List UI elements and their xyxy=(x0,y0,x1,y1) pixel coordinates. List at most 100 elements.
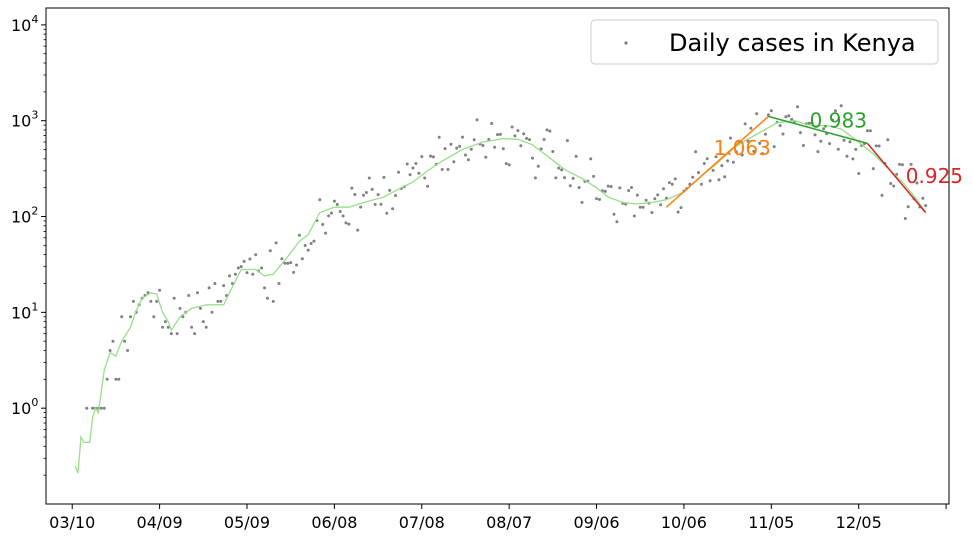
scatter-point xyxy=(801,144,805,147)
scatter-point xyxy=(263,286,266,290)
scatter-point xyxy=(484,155,488,159)
scatter-point xyxy=(382,175,386,179)
x-tick-label: 03/10 xyxy=(49,513,95,532)
legend-box xyxy=(590,19,939,65)
scatter-point xyxy=(563,176,566,180)
scatter-point xyxy=(330,211,333,215)
scatter-series xyxy=(85,104,928,410)
scatter-point xyxy=(545,128,549,132)
scatter-point xyxy=(627,189,631,192)
scatter-point xyxy=(595,197,598,201)
growth-fit-line xyxy=(768,115,868,145)
plot-area xyxy=(45,7,950,505)
scatter-point xyxy=(210,310,214,314)
scatter-point xyxy=(740,153,744,157)
scatter-point xyxy=(318,198,322,202)
scatter-point xyxy=(332,199,336,203)
scatter-point xyxy=(85,406,89,410)
scatter-point xyxy=(915,181,919,185)
scatter-point xyxy=(921,196,925,200)
scatter-point xyxy=(798,131,802,135)
scatter-point xyxy=(784,115,788,119)
scatter-point xyxy=(813,133,817,137)
y-axis: 100 101 102 103 104 xyxy=(11,13,46,476)
scatter-point xyxy=(297,233,301,237)
scatter-point xyxy=(810,121,814,125)
scatter-point xyxy=(359,205,363,209)
scatter-point xyxy=(161,325,164,329)
legend-label: Daily cases in Kenya xyxy=(669,29,916,57)
scatter-point xyxy=(796,105,799,109)
scatter-point xyxy=(877,144,881,148)
scatter-point xyxy=(632,214,636,218)
x-axis: 03/10 04/09 05/09 06/08 07/08 08/07 09/06 10/06… xyxy=(49,504,947,532)
y-tick-label: 103 xyxy=(11,109,38,131)
scatter-point xyxy=(356,228,360,232)
scatter-point xyxy=(312,239,316,243)
scatter-point xyxy=(766,113,770,117)
scatter-point xyxy=(679,206,683,210)
scatter-point xyxy=(726,159,730,163)
scatter-point xyxy=(405,162,409,166)
scatter-point xyxy=(691,175,695,179)
scatter-point xyxy=(283,261,287,265)
scatter-point xyxy=(924,204,928,208)
scatter-point xyxy=(126,349,130,352)
scatter-point xyxy=(469,147,473,151)
scatter-point xyxy=(705,157,709,161)
scatter-point xyxy=(178,306,182,310)
scatter-point xyxy=(341,214,345,218)
x-tick-label: 11/05 xyxy=(748,513,794,532)
scatter-point xyxy=(379,202,383,206)
scatter-point xyxy=(335,203,339,206)
scatter-point xyxy=(670,182,674,186)
scatter-point xyxy=(662,187,665,191)
scatter-point xyxy=(344,221,348,225)
scatter-point xyxy=(714,155,718,159)
scatter-point xyxy=(865,129,869,133)
scatter-point xyxy=(175,332,179,336)
scatter-point xyxy=(260,266,264,270)
scatter-point xyxy=(615,220,619,224)
scatter-point xyxy=(525,136,529,140)
scatter-point xyxy=(717,178,721,182)
scatter-point xyxy=(490,122,494,125)
scatter-point xyxy=(391,207,395,211)
scatter-point xyxy=(746,139,750,143)
scatter-point xyxy=(542,138,546,141)
scatter-point xyxy=(475,118,479,122)
scatter-point xyxy=(248,257,252,261)
x-tick-label: 10/06 xyxy=(661,513,707,532)
scatter-point xyxy=(198,306,202,310)
scatter-point xyxy=(571,176,575,180)
scatter-point xyxy=(286,261,290,265)
scatter-point xyxy=(868,129,872,133)
scatter-point xyxy=(163,320,167,324)
scatter-point xyxy=(513,134,517,138)
scatter-point xyxy=(455,146,459,150)
scatter-point xyxy=(752,149,756,153)
scatter-point xyxy=(458,144,462,148)
scatter-point xyxy=(697,171,700,175)
scatter-point xyxy=(781,132,785,136)
scatter-point xyxy=(577,186,581,189)
scatter-point xyxy=(833,109,837,113)
x-tick-label: 12/05 xyxy=(836,513,882,532)
y-tick-label: 102 xyxy=(11,205,38,227)
scatter-point xyxy=(528,138,531,142)
scatter-point xyxy=(708,179,712,183)
scatter-point xyxy=(338,210,342,213)
scatter-point xyxy=(769,109,773,113)
scatter-point xyxy=(580,200,584,204)
scatter-point xyxy=(423,176,427,180)
scatter-point xyxy=(650,211,654,214)
growth-fit-line xyxy=(866,142,927,214)
scatter-point xyxy=(694,150,698,154)
scatter-point xyxy=(574,154,578,158)
scatter-point xyxy=(187,294,191,297)
scatter-point xyxy=(900,163,904,167)
scatter-point xyxy=(831,118,834,122)
scatter-point xyxy=(880,193,884,197)
scatter-point xyxy=(411,166,415,170)
